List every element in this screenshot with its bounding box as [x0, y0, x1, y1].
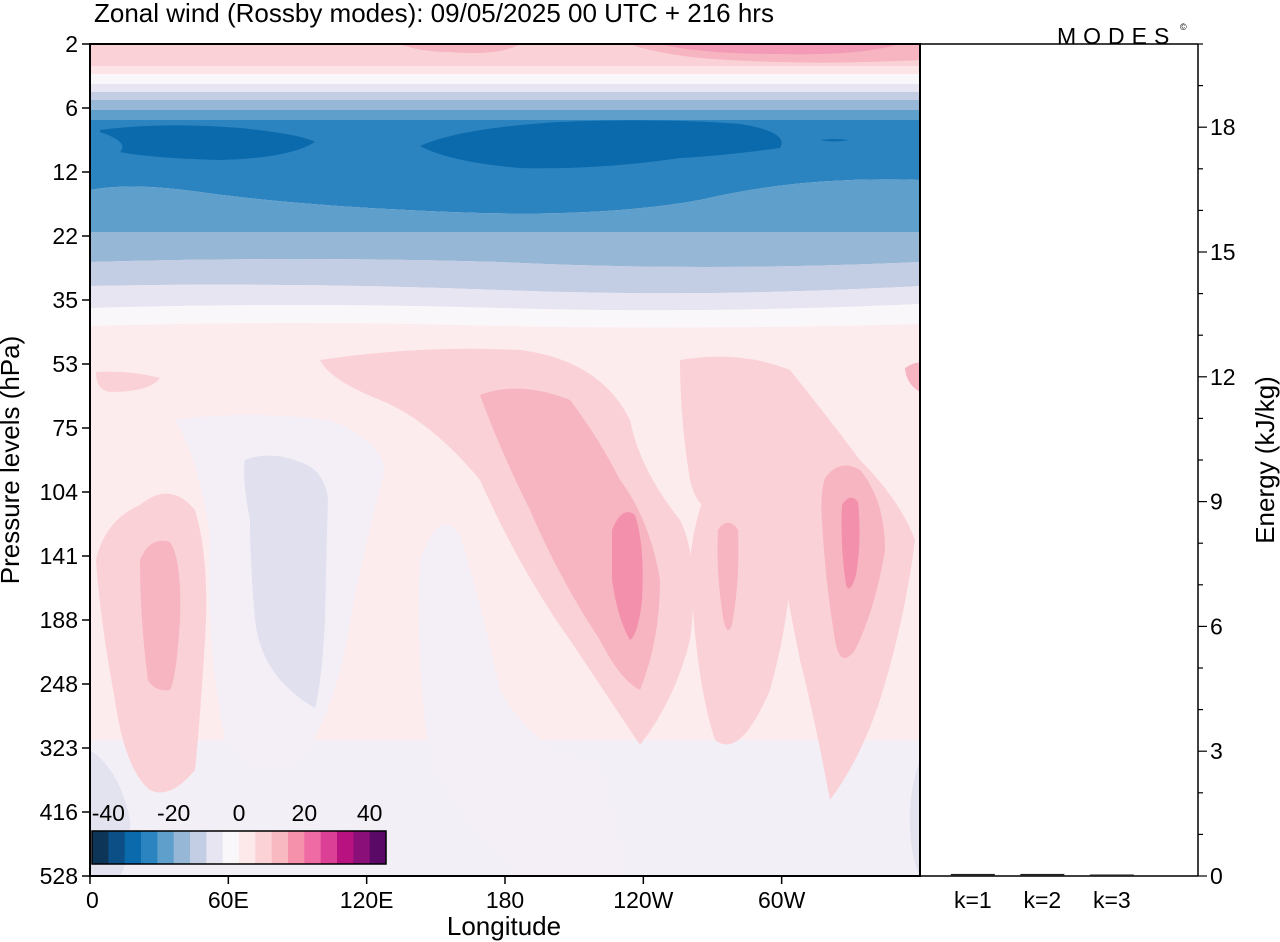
colorbar-tick-label: -40	[92, 800, 125, 826]
energy-category-label: k=1	[954, 887, 992, 913]
colorbar-swatch	[288, 831, 305, 864]
band-22hpa	[90, 232, 920, 267]
energy-axis: 0 3 6 9 12 15 18	[1198, 43, 1236, 889]
colorbar-swatch	[157, 831, 175, 864]
neutral-lobe-mid	[418, 524, 625, 876]
colorbar-swatch	[190, 831, 207, 864]
energy-tick-label: 15	[1210, 239, 1236, 265]
contour-field	[90, 44, 920, 876]
colorbar-tick-label: 0	[233, 800, 246, 826]
y-tick-label: 104	[40, 479, 79, 505]
colorbar-tick-label: 20	[292, 800, 318, 826]
energy-tick-label: 18	[1210, 114, 1236, 140]
colorbar-swatch	[124, 831, 142, 864]
jet-core-west	[100, 125, 315, 160]
band-5hpa-b	[90, 100, 920, 110]
jet-core-east	[420, 120, 782, 169]
chart-title: Zonal wind (Rossby modes): 09/05/2025 00…	[94, 0, 774, 28]
energy-category-label: k=2	[1023, 887, 1061, 913]
y-tick-label: 2	[65, 31, 78, 57]
energy-tick-label: 0	[1210, 863, 1223, 889]
band-40hpa	[90, 304, 920, 328]
colorbar-swatch	[108, 831, 126, 864]
y-tick-label: 12	[52, 159, 78, 185]
energy-tick-label: 3	[1210, 738, 1223, 764]
colorbar-swatch	[353, 831, 371, 864]
band-6hpa	[90, 110, 920, 120]
westerly-lobe-central-mid	[480, 388, 660, 690]
energy-category-label: k=3	[1093, 887, 1131, 913]
westerly-lobe-east-core	[841, 497, 860, 589]
y-tick-label: 141	[40, 543, 78, 569]
easterly-lobe-lower-right	[909, 760, 920, 876]
y-tick-label: 75	[52, 415, 78, 441]
westerly-patch-50hpa	[96, 371, 160, 392]
colorbar-frame	[91, 830, 387, 865]
energy-bar	[1020, 873, 1065, 876]
band-3hpa	[90, 66, 920, 74]
x-tick-label: 60E	[208, 887, 249, 913]
upper-westerly-core	[660, 44, 900, 55]
westerly-lobe-30e-inner	[140, 540, 181, 691]
y-axis-label: Pressure levels (hPa)	[0, 336, 25, 585]
energy-bar	[950, 873, 995, 876]
y-tick-label: 188	[40, 607, 78, 633]
energy-tick-label: 9	[1210, 489, 1223, 515]
colorbar-swatch	[222, 831, 240, 864]
colorbar-swatch	[369, 831, 387, 864]
y-tick-label: 323	[40, 735, 78, 761]
colorbar-swatch	[239, 831, 256, 864]
jet-core-small	[820, 139, 848, 142]
band-35hpa	[90, 284, 920, 311]
colorbar-tick-label: -20	[157, 800, 190, 826]
y-tick-label: 53	[52, 351, 78, 377]
y-tick-label: 22	[52, 223, 78, 249]
westerly-patch-east-edge	[905, 362, 920, 392]
y-tick-label: 6	[65, 95, 78, 121]
energy-axis-label: Energy (kJ/kg)	[1250, 376, 1280, 544]
colorbar-swatch	[206, 831, 224, 864]
modes-logo: MODES ©	[1057, 22, 1187, 49]
energy-bar	[1089, 874, 1134, 876]
x-tick-label: 120W	[613, 887, 673, 913]
y-tick-label: 35	[52, 287, 78, 313]
westerly-lobe-mid-outer	[690, 460, 791, 745]
x-tick-label: 180	[486, 887, 524, 913]
x-tick-label: 120E	[340, 887, 394, 913]
colorbar-swatch	[255, 831, 273, 864]
logo-text: MODES	[1057, 23, 1176, 49]
colorbar-swatch	[92, 831, 109, 864]
colorbar-swatch	[173, 831, 191, 864]
westerly-lobe-central-core	[612, 512, 643, 640]
colorbar-swatch	[337, 831, 354, 864]
band-18hpa	[90, 179, 920, 232]
colorbar-swatch	[141, 831, 158, 864]
x-tick-label: 0	[86, 887, 99, 913]
y-tick-label: 528	[40, 863, 78, 889]
logo-mark: ©	[1180, 22, 1187, 32]
band-4hpa	[90, 74, 920, 84]
longitude-axis: 0 60E 120E 180 120W 60W	[86, 876, 806, 913]
energy-bars: k=1 k=2 k=3	[950, 873, 1134, 913]
energy-panel	[920, 43, 1199, 877]
pressure-axis: 2 6 12 22 35 53 75 104 141 188 248 323 416 528	[40, 31, 90, 889]
band-4hpa-b	[90, 84, 920, 92]
weak-easterly-patch	[244, 455, 328, 708]
y-tick-label: 248	[40, 671, 78, 697]
colorbar-labels: -40 -20 0 20 40	[92, 800, 383, 826]
y-tick-label: 416	[40, 799, 78, 825]
energy-tick-label: 12	[1210, 364, 1236, 390]
colorbar-swatch	[304, 831, 322, 864]
x-tick-label: 60W	[758, 887, 806, 913]
colorbar-swatch	[271, 831, 289, 864]
colorbar	[91, 830, 387, 865]
colorbar-swatch	[320, 831, 338, 864]
colorbar-tick-label: 40	[357, 800, 383, 826]
x-axis-label: Longitude	[447, 911, 561, 941]
band-28hpa	[90, 259, 920, 294]
westerly-lobe-mid-inner	[717, 522, 739, 630]
energy-tick-label: 6	[1210, 613, 1223, 639]
band-5hpa	[90, 92, 920, 100]
